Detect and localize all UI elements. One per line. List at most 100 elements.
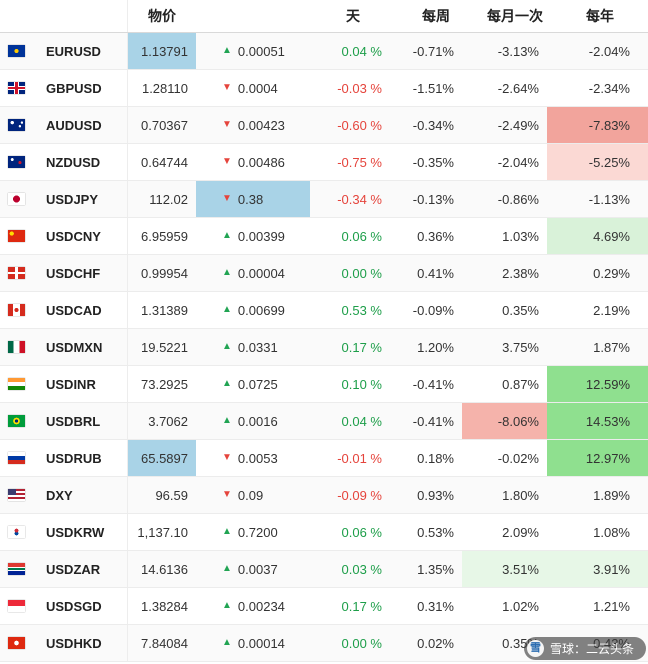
up-arrow-icon: ▲ xyxy=(222,378,232,389)
day-percent-cell: 0.06 % xyxy=(310,514,390,550)
yearly-percent-cell: 3.91% xyxy=(547,551,648,587)
symbol-link[interactable]: USDBRL xyxy=(38,403,128,439)
price-cell: 1.31389 xyxy=(141,302,188,318)
flag-cell xyxy=(0,33,38,69)
weekly-percent-cell: 0.41% xyxy=(417,265,454,281)
change-cell: ▲ 0.00234 xyxy=(196,588,310,624)
weekly-percent-cell: 0.53% xyxy=(417,524,454,540)
watermark: 雪 雪球：二云头条 xyxy=(523,637,646,660)
flag-eu-icon xyxy=(8,45,25,57)
header-month[interactable]: 每月一次 xyxy=(487,8,543,24)
change-cell: ▼ 0.38 xyxy=(196,181,310,217)
yearly-percent-cell: -2.04% xyxy=(588,43,630,59)
flag-cn-icon xyxy=(8,230,25,242)
day-percent-cell: -0.34 % xyxy=(310,181,390,217)
change-value: 0.00423 xyxy=(237,117,285,133)
symbol-link[interactable]: USDCAD xyxy=(38,292,128,328)
weekly-percent-cell: -0.34% xyxy=(412,117,454,133)
table-row: USDJPY 112.02 ▼ 0.38 -0.34 % -0.13% -0.86% -1.1… xyxy=(0,181,648,218)
symbol-link[interactable]: USDHKD xyxy=(38,625,128,661)
day-percent-value: -0.09 % xyxy=(337,487,382,503)
day-percent-cell: 0.00 % xyxy=(310,255,390,291)
price-cell: 73.2925 xyxy=(141,376,188,392)
monthly-percent-cell: 3.75% xyxy=(502,339,539,355)
day-percent-value: 0.04 % xyxy=(341,413,382,429)
table-row: NZDUSD 0.64744 ▼ 0.00486 -0.75 % -0.35% -2.04%… xyxy=(0,144,648,181)
weekly-percent-cell: -0.41% xyxy=(412,413,454,429)
table-row: GBPUSD 1.28110 ▼ 0.0004 -0.03 % -1.51% -2.64% -… xyxy=(0,70,648,107)
yearly-percent-cell: -5.25% xyxy=(547,144,648,180)
change-value: 0.0037 xyxy=(237,561,278,577)
symbol-link[interactable]: USDMXN xyxy=(38,329,128,365)
up-arrow-icon: ▲ xyxy=(222,526,232,537)
symbol-link[interactable]: USDCNY xyxy=(38,218,128,254)
header-price[interactable]: 物价 xyxy=(148,8,176,24)
monthly-percent-cell: 1.80% xyxy=(502,487,539,503)
price-cell: 6.95959 xyxy=(141,228,188,244)
monthly-percent-cell: 1.03% xyxy=(502,228,539,244)
table-body: EURUSD 1.13791 ▲ 0.00051 0.04 % -0.71% -3.13% -… xyxy=(0,33,648,662)
down-arrow-icon: ▼ xyxy=(222,82,232,93)
flag-hk-icon xyxy=(8,637,25,649)
price-cell: 0.99954 xyxy=(141,265,188,281)
down-arrow-icon: ▼ xyxy=(222,489,232,500)
flag-cell xyxy=(0,403,38,439)
header-year[interactable]: 每年 xyxy=(586,8,614,24)
yearly-percent-cell: 4.69% xyxy=(547,218,648,254)
symbol-link[interactable]: USDCHF xyxy=(38,255,128,291)
weekly-percent-cell: -0.71% xyxy=(412,43,454,59)
symbol-link[interactable]: USDZAR xyxy=(38,551,128,587)
change-value: 0.09 xyxy=(237,487,264,503)
monthly-percent-cell: -2.64% xyxy=(497,80,539,96)
header-day[interactable]: 天 xyxy=(346,8,360,24)
down-arrow-icon: ▼ xyxy=(222,156,232,167)
symbol-link[interactable]: DXY xyxy=(38,477,128,513)
price-cell: 65.5897 xyxy=(128,440,196,476)
change-cell: ▲ 0.0016 xyxy=(196,403,310,439)
day-percent-cell: 0.17 % xyxy=(310,588,390,624)
symbol-link[interactable]: USDKRW xyxy=(38,514,128,550)
flag-us-icon xyxy=(8,489,25,501)
symbol-link[interactable]: USDSGD xyxy=(38,588,128,624)
flag-ru-icon xyxy=(8,452,25,464)
day-percent-cell: 0.10 % xyxy=(310,366,390,402)
symbol-link[interactable]: USDINR xyxy=(38,366,128,402)
change-cell: ▲ 0.0331 xyxy=(196,329,310,365)
monthly-percent-cell: -2.49% xyxy=(497,117,539,133)
flag-cell xyxy=(0,181,38,217)
change-cell: ▼ 0.09 xyxy=(196,477,310,513)
yearly-percent-cell: 14.53% xyxy=(547,403,648,439)
flag-sg-icon xyxy=(8,600,25,612)
day-percent-cell: -0.03 % xyxy=(310,70,390,106)
up-arrow-icon: ▲ xyxy=(222,341,232,352)
header-week[interactable]: 每周 xyxy=(422,8,450,24)
change-cell: ▲ 0.7200 xyxy=(196,514,310,550)
day-percent-value: 0.53 % xyxy=(341,302,382,318)
yearly-percent-cell: -2.34% xyxy=(588,80,630,96)
flag-cell xyxy=(0,514,38,550)
price-cell: 0.64744 xyxy=(141,154,188,170)
day-percent-cell: 0.04 % xyxy=(310,33,390,69)
change-cell: ▼ 0.0053 xyxy=(196,440,310,476)
day-percent-value: -0.01 % xyxy=(337,450,382,466)
symbol-link[interactable]: GBPUSD xyxy=(38,70,128,106)
day-percent-value: 0.06 % xyxy=(341,524,382,540)
yearly-percent-cell: 0.29% xyxy=(593,265,630,281)
table-row: EURUSD 1.13791 ▲ 0.00051 0.04 % -0.71% -3.13% -… xyxy=(0,33,648,70)
price-cell: 14.6136 xyxy=(141,561,188,577)
monthly-percent-cell: -0.86% xyxy=(497,191,539,207)
change-value: 0.0016 xyxy=(237,413,278,429)
price-cell: 19.5221 xyxy=(141,339,188,355)
symbol-link[interactable]: AUDUSD xyxy=(38,107,128,143)
symbol-link[interactable]: NZDUSD xyxy=(38,144,128,180)
flag-cell xyxy=(0,588,38,624)
header-symbol xyxy=(38,0,128,32)
symbol-link[interactable]: EURUSD xyxy=(38,33,128,69)
symbol-link[interactable]: USDRUB xyxy=(38,440,128,476)
day-percent-value: 0.00 % xyxy=(341,635,382,651)
flag-nz-icon xyxy=(8,156,25,168)
monthly-percent-cell: 1.02% xyxy=(502,598,539,614)
symbol-link[interactable]: USDJPY xyxy=(38,181,128,217)
flag-cell xyxy=(0,440,38,476)
flag-au-icon xyxy=(8,119,25,131)
